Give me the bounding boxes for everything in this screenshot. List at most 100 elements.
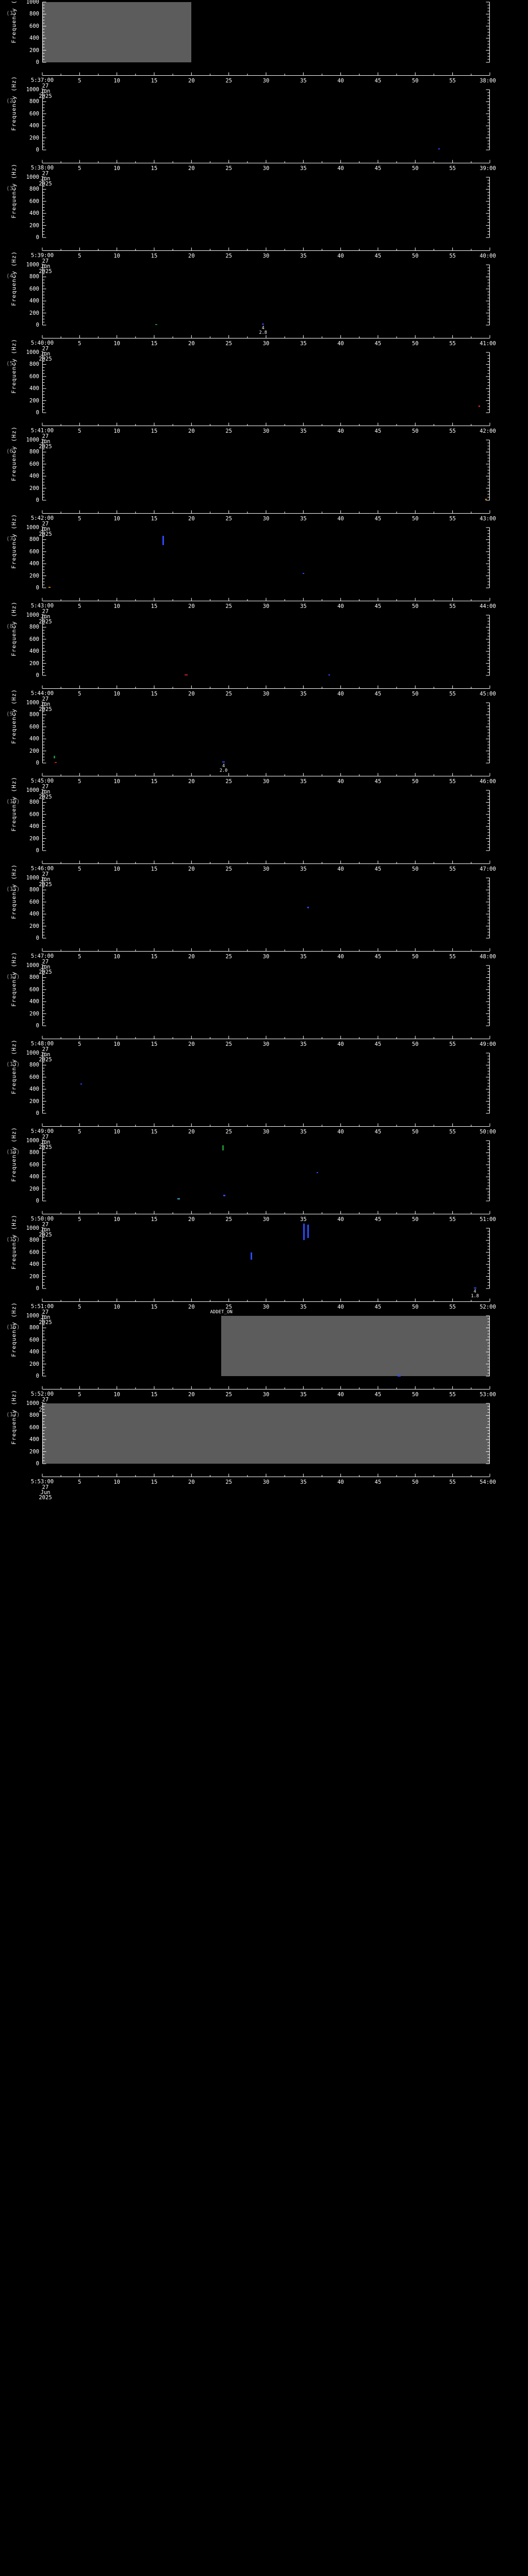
- y-tick-label: 600: [29, 811, 39, 818]
- y-axis-ticks: 0 200 400 600 800 1000: [0, 349, 39, 416]
- x-tick-label: 15: [151, 1216, 158, 1223]
- x-tick-label: 10: [113, 165, 120, 172]
- x-tick-label: 20: [188, 1216, 195, 1223]
- x-tick-label: 55: [449, 603, 456, 609]
- detection-marker: [438, 148, 440, 149]
- x-tick-label: 40: [337, 252, 344, 259]
- panel-number: (14): [6, 1148, 20, 1155]
- x-tick-label: 10: [113, 252, 120, 259]
- detection-marker: [307, 1225, 309, 1239]
- y-tick-label: 600: [29, 548, 39, 555]
- y-tick-label: 200: [29, 1361, 39, 1367]
- panel-axes: [42, 1053, 490, 1127]
- x-tick-label: 20: [188, 252, 195, 259]
- y-tick-label: 400: [29, 911, 39, 918]
- y-tick-label: 400: [29, 123, 39, 129]
- x-axis-start-label: 5:53:00: [30, 1478, 54, 1485]
- y-tick-label: 200: [29, 923, 39, 929]
- x-tick-label: 40: [337, 778, 344, 785]
- y-axis-ticks: 0 200 400 600 800 1000: [0, 174, 39, 241]
- y-tick-label: 600: [29, 1074, 39, 1080]
- panel-number: (16): [6, 1324, 20, 1330]
- y-tick-label: 800: [29, 98, 39, 105]
- y-tick-label: 600: [29, 461, 39, 467]
- y-tick-label: 0: [36, 1110, 39, 1116]
- x-tick-label: 10: [113, 1303, 120, 1310]
- y-tick-label: 800: [29, 1412, 39, 1419]
- x-tick-label: 25: [225, 778, 232, 785]
- spectrogram-panel: (4) Frequency (Hz) 0 200 400 600 800 1000 5:40:0…: [0, 251, 528, 362]
- x-tick-label: 45: [374, 340, 382, 347]
- y-tick-label: 600: [29, 723, 39, 730]
- x-tick-label: 35: [300, 428, 307, 434]
- x-axis-end-label: 53:00: [480, 1391, 496, 1398]
- x-axis-start-label: 5:49:00: [30, 1128, 54, 1134]
- detection-marker: [473, 1287, 476, 1289]
- y-tick-label: 1000: [26, 87, 39, 93]
- x-tick-label: 35: [300, 1303, 307, 1310]
- y-tick-label: 1000: [26, 875, 39, 881]
- y-tick-label: 800: [29, 974, 39, 981]
- x-tick-label: 5: [78, 1216, 81, 1223]
- y-tick-label: 400: [29, 998, 39, 1005]
- x-tick-label: 5: [78, 340, 81, 347]
- y-tick-label: 200: [29, 310, 39, 316]
- detection-marker: [478, 405, 481, 407]
- x-tick-label: 45: [374, 252, 382, 259]
- y-tick-label: 800: [29, 449, 39, 455]
- y-tick-label: 600: [29, 23, 39, 29]
- y-axis-ticks: 0 200 400 600 800 1000: [0, 1400, 39, 1467]
- y-tick-label: 400: [29, 1349, 39, 1355]
- panel-axes: [42, 2, 490, 76]
- detection-annotation: 4: [261, 326, 265, 331]
- x-axis-start-label: 5:50:00: [30, 1215, 54, 1222]
- x-tick-label: 30: [262, 603, 270, 609]
- x-tick-label: 30: [262, 1216, 270, 1223]
- x-tick-label: 15: [151, 1303, 158, 1310]
- x-tick-label: 25: [225, 340, 232, 347]
- x-tick-label: 50: [412, 252, 419, 259]
- y-tick-label: 200: [29, 47, 39, 54]
- y-tick-label: 800: [29, 887, 39, 893]
- x-tick-label: 25: [225, 1391, 232, 1398]
- x-tick-label: 30: [262, 1391, 270, 1398]
- x-axis-date-line: 2025: [39, 618, 52, 625]
- x-tick-label: 45: [374, 1303, 382, 1310]
- y-tick-label: 1000: [26, 700, 39, 706]
- x-tick-label: 55: [449, 690, 456, 697]
- y-axis-ticks: 0 200 400 600 800 1000: [0, 524, 39, 591]
- x-axis-date-line: Jun: [40, 438, 51, 445]
- y-tick-label: 1000: [26, 349, 39, 355]
- x-tick-label: 5: [78, 77, 81, 84]
- spectrogram-panel: (11) Frequency (Hz) 0 200 400 600 800 1000 5:47:…: [0, 864, 528, 975]
- spectrogram-panel: (3) Frequency (Hz) 0 200 400 600 800 1000 5:39:0…: [0, 163, 528, 274]
- x-tick-label: 10: [113, 603, 120, 609]
- y-tick-label: 400: [29, 823, 39, 830]
- x-axis-end-label: 39:00: [480, 165, 496, 172]
- y-tick-label: 200: [29, 835, 39, 842]
- x-tick-label: 50: [412, 1303, 419, 1310]
- x-tick-label: 15: [151, 603, 158, 609]
- panel-axes: [42, 877, 490, 952]
- x-tick-label: 35: [300, 340, 307, 347]
- y-tick-label: 0: [36, 1373, 39, 1379]
- x-tick-label: 40: [337, 1216, 344, 1223]
- x-tick-label: 55: [449, 1479, 456, 1485]
- x-axis-end-label: 44:00: [480, 603, 496, 609]
- x-tick-label: 35: [300, 1391, 307, 1398]
- y-tick-label: 600: [29, 1161, 39, 1168]
- panel-axes: [42, 89, 490, 163]
- x-tick-label: 40: [337, 1128, 344, 1135]
- x-tick-label: 50: [412, 1391, 419, 1398]
- y-tick-label: 200: [29, 572, 39, 579]
- x-tick-label: 10: [113, 340, 120, 347]
- x-tick-label: 10: [113, 953, 120, 960]
- x-axis-date-line: Jun: [40, 1139, 51, 1145]
- x-tick-label: 35: [300, 1041, 307, 1047]
- x-tick-label: 20: [188, 1041, 195, 1047]
- y-tick-label: 400: [29, 561, 39, 567]
- y-axis-ticks: 0 200 400 600 800 1000: [0, 87, 39, 153]
- x-tick-label: 45: [374, 1391, 382, 1398]
- y-axis-ticks: 0 200 400 600 800 1000: [0, 437, 39, 503]
- y-tick-label: 200: [29, 1273, 39, 1280]
